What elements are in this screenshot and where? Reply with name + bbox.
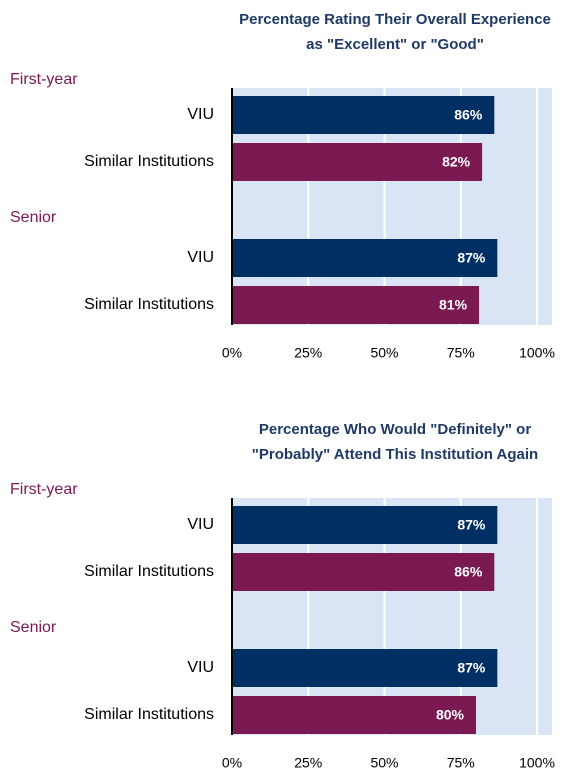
x-tick-label: 50% xyxy=(370,345,398,361)
y-tick-label: VIU xyxy=(187,249,214,266)
value-label: 87% xyxy=(457,660,486,676)
chart-title: as "Excellent" or "Good" xyxy=(306,36,484,53)
x-tick-label: 75% xyxy=(447,755,475,771)
chart-title: Percentage Who Would "Definitely" or xyxy=(259,421,531,438)
x-tick-label: 100% xyxy=(519,345,555,361)
bar xyxy=(232,696,476,734)
bar xyxy=(232,286,480,324)
value-label: 82% xyxy=(442,154,471,170)
value-label: 80% xyxy=(436,707,465,723)
x-tick-label: 0% xyxy=(222,755,242,771)
y-tick-label: VIU xyxy=(187,106,214,123)
y-tick-label: VIU xyxy=(187,516,214,533)
y-tick-label: Similar Institutions xyxy=(84,563,214,580)
group-label: First-year xyxy=(10,71,78,88)
y-tick-label: Similar Institutions xyxy=(84,296,214,313)
bar xyxy=(232,96,495,134)
bar xyxy=(232,239,498,277)
x-tick-label: 25% xyxy=(294,755,322,771)
chart-title: Percentage Rating Their Overall Experien… xyxy=(239,11,551,28)
y-tick-label: Similar Institutions xyxy=(84,706,214,723)
group-label: First-year xyxy=(10,481,78,498)
x-tick-label: 25% xyxy=(294,345,322,361)
chart-title: "Probably" Attend This Institution Again xyxy=(252,446,538,463)
bar xyxy=(232,506,498,544)
y-tick-label: VIU xyxy=(187,659,214,676)
value-label: 87% xyxy=(457,250,486,266)
x-tick-label: 75% xyxy=(447,345,475,361)
value-label: 81% xyxy=(439,297,468,313)
group-label: Senior xyxy=(10,209,57,226)
bar xyxy=(232,143,483,181)
group-label: Senior xyxy=(10,619,57,636)
value-label: 86% xyxy=(454,564,483,580)
value-label: 86% xyxy=(454,107,483,123)
x-tick-label: 0% xyxy=(222,345,242,361)
bar xyxy=(232,553,495,591)
bar xyxy=(232,649,498,687)
y-tick-label: Similar Institutions xyxy=(84,153,214,170)
x-tick-label: 50% xyxy=(370,755,398,771)
x-tick-label: 100% xyxy=(519,755,555,771)
value-label: 87% xyxy=(457,517,486,533)
